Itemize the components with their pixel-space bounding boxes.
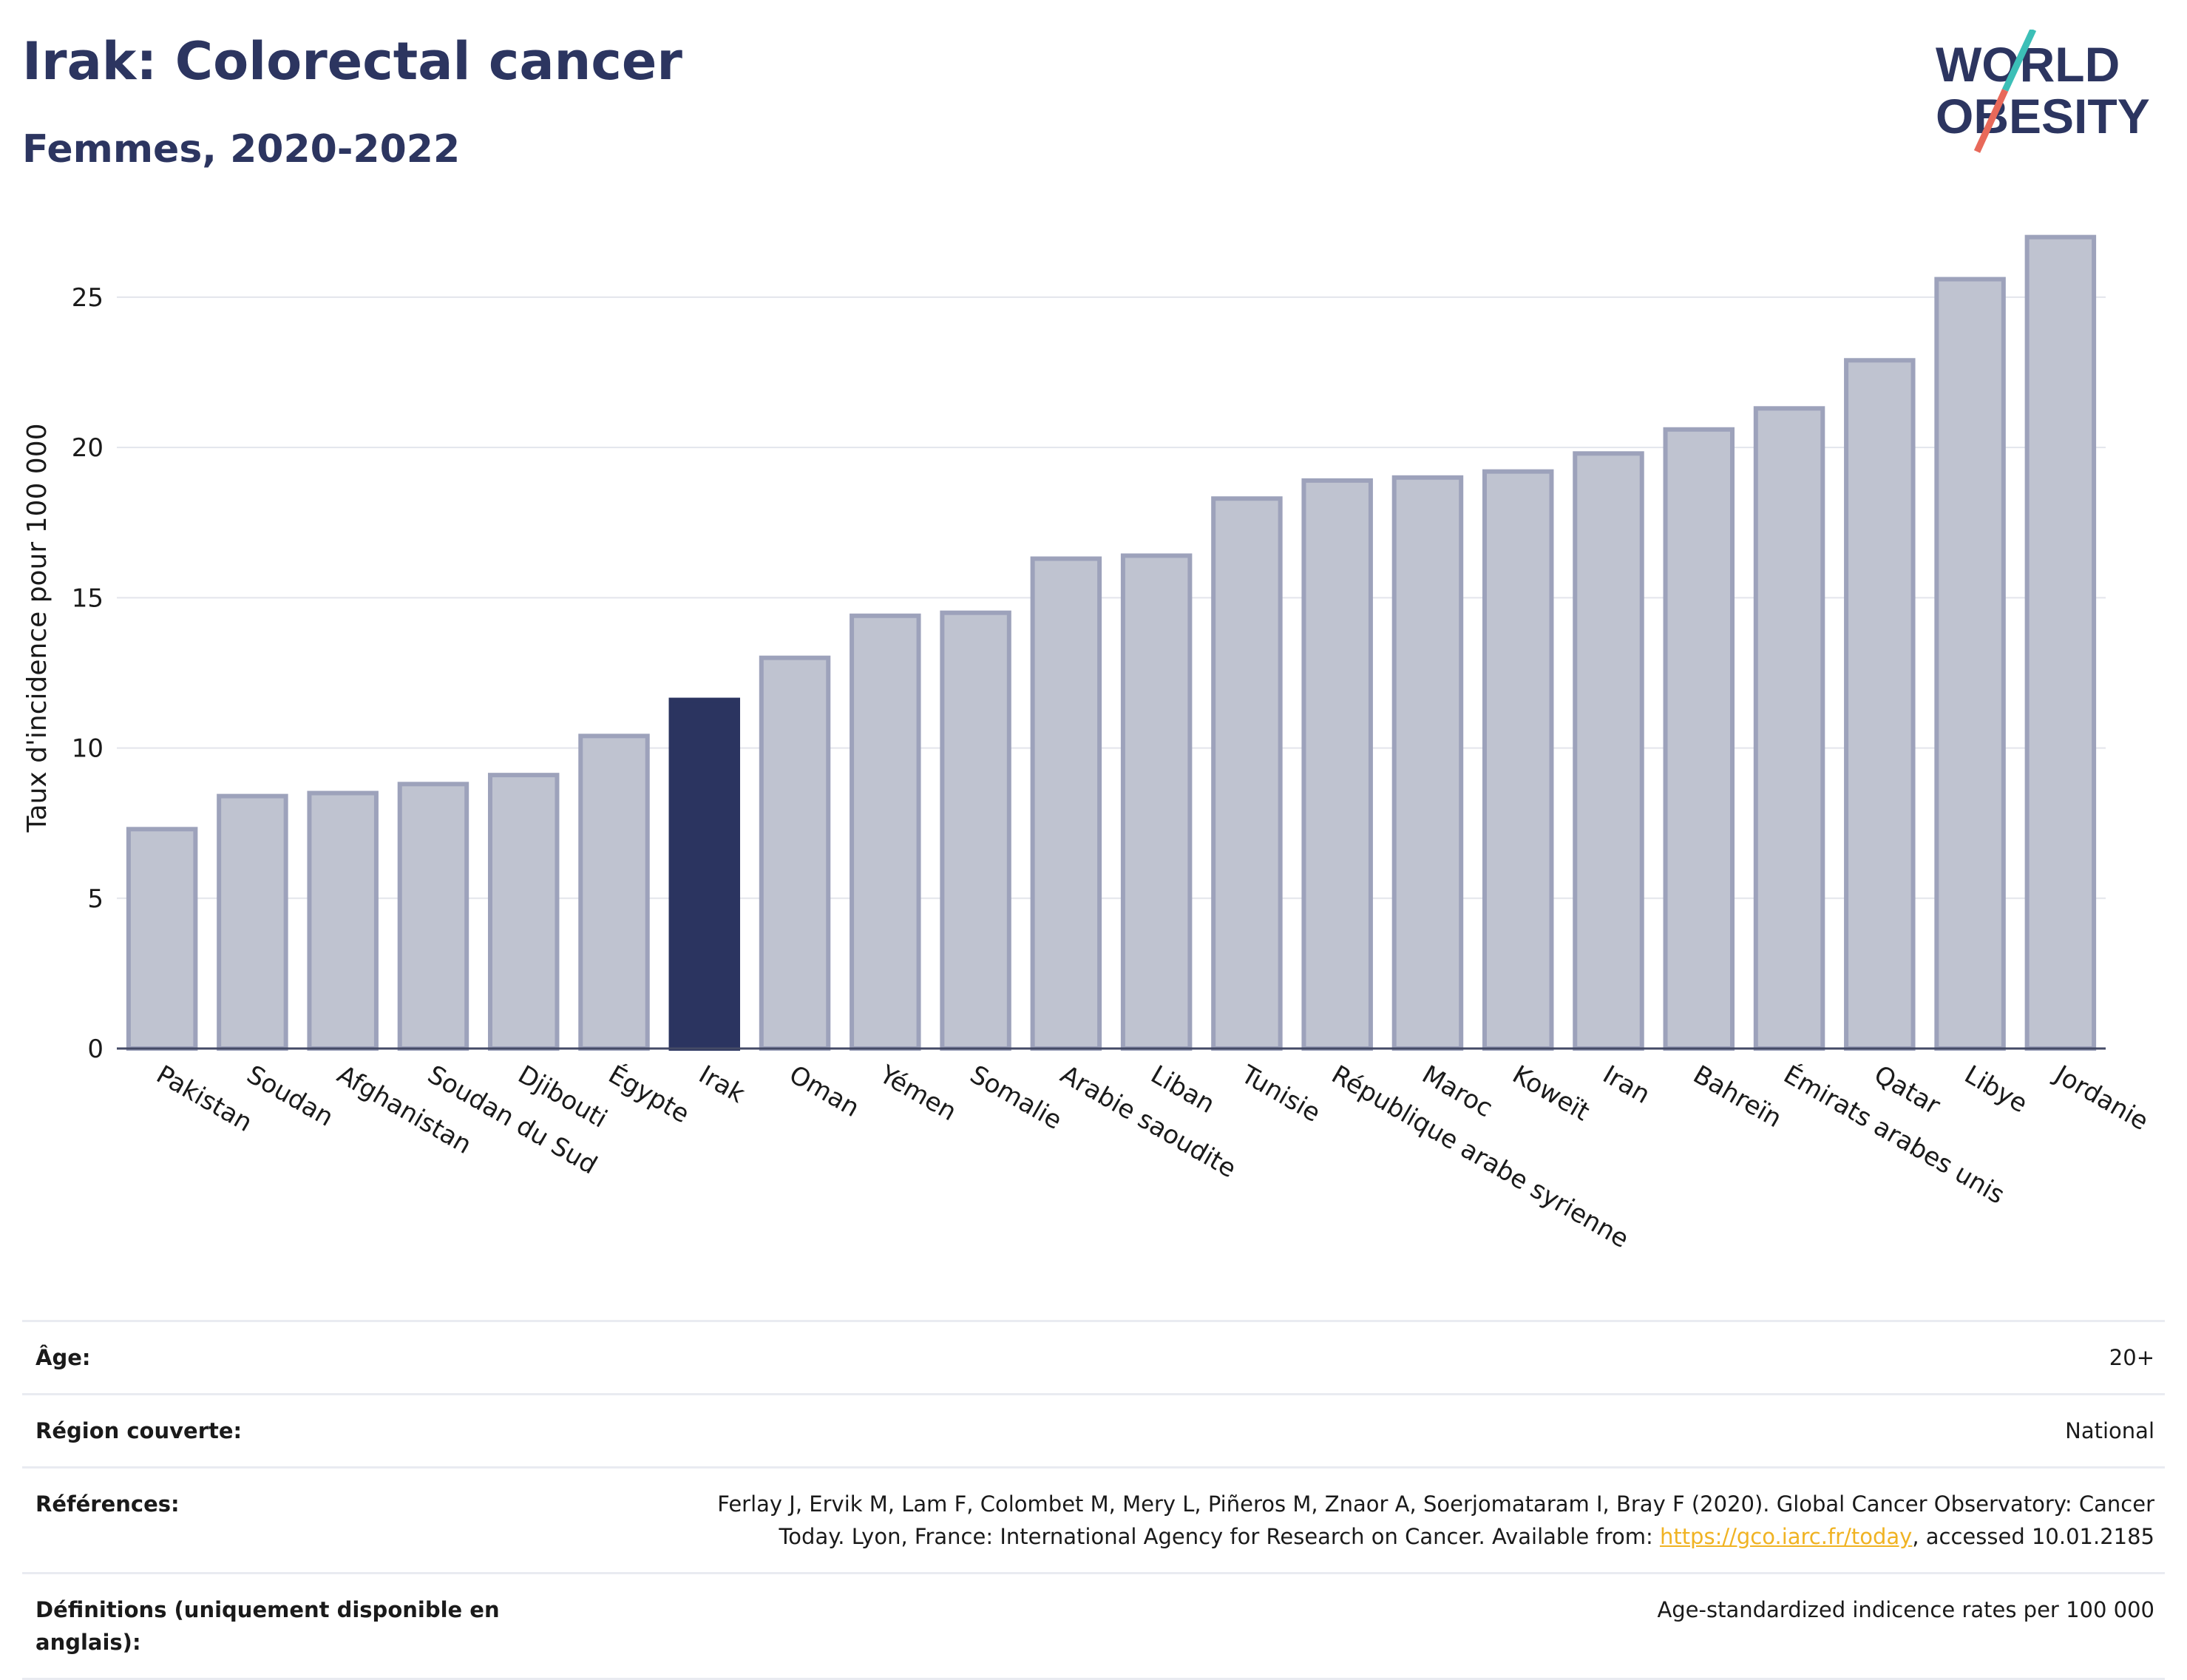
meta-label: Région couverte: <box>22 1393 534 1469</box>
reference-link[interactable]: https://gco.iarc.fr/today <box>1659 1524 1913 1549</box>
y-tick-label: 25 <box>72 283 104 313</box>
x-tick-label: Yémen <box>874 1060 962 1128</box>
x-tick-label: Tunisie <box>1235 1060 1326 1128</box>
bar-libye <box>1934 277 2006 1051</box>
bar-tunisie <box>1211 496 1283 1051</box>
x-tick-label: Iran <box>1598 1060 1655 1110</box>
bar--gypte <box>578 734 650 1051</box>
meta-row-region: Région couverte: National <box>22 1393 2165 1469</box>
x-tick-label: Soudan <box>242 1060 339 1133</box>
x-tick-label: Koweït <box>1508 1060 1595 1127</box>
y-axis-label: Taux d'incidence pour 100 000 <box>22 423 52 833</box>
x-tick-label: Arabie saoudite <box>1055 1060 1241 1184</box>
x-tick-label: Jordanie <box>2049 1059 2154 1137</box>
x-tick-label: Oman <box>784 1060 865 1123</box>
x-tick-label: Égypte <box>603 1059 695 1129</box>
meta-row-age: Âge: 20+ <box>22 1320 2165 1395</box>
y-tick-label: 15 <box>72 583 104 613</box>
bar-chart: 0 5 10 15 20 25 PakistanSoudanAfghanistanSoud… <box>22 234 2154 1254</box>
bar-somalie <box>940 610 1011 1051</box>
bar-r-publique-arabe-syrienne <box>1301 478 1373 1051</box>
meta-label: Références: <box>22 1466 534 1574</box>
meta-value: National <box>534 1393 2165 1469</box>
meta-value: Age-standardized indicence rates per 100… <box>534 1572 2165 1680</box>
bar-djibouti <box>487 773 560 1051</box>
x-tick-label: Somalie <box>965 1060 1067 1136</box>
y-tick-label: 20 <box>72 433 104 463</box>
y-tick-label: 0 <box>87 1034 104 1064</box>
bar-afghanistan <box>307 790 379 1051</box>
meta-value: Ferlay J, Ervik M, Lam F, Colombet M, Me… <box>534 1466 2165 1574</box>
x-tick-label: Bahreïn <box>1688 1060 1786 1134</box>
bar--mirats-arabes-unis <box>1753 406 1825 1051</box>
page-title: Irak: Colorectal cancer <box>22 31 682 92</box>
meta-label: Âge: <box>22 1320 534 1395</box>
world-obesity-logo: WORLD OBESITY <box>1936 30 2150 153</box>
bar-maroc <box>1391 475 1464 1051</box>
reference-line2-suffix: , accessed 10.01.2185 <box>1912 1524 2154 1549</box>
meta-label: Définitions (uniquement disponible en an… <box>22 1572 534 1680</box>
x-tick-label: Pakistan <box>152 1060 257 1138</box>
reference-line1: Ferlay J, Ervik M, Lam F, Colombet M, Me… <box>717 1491 2154 1517</box>
y-tick-labels: 0 5 10 15 20 25 <box>72 283 104 1064</box>
bar-arabie-saoudite <box>1030 556 1102 1051</box>
bar-jordanie <box>2024 234 2097 1051</box>
reference-line2-prefix: Today. Lyon, France: International Agenc… <box>779 1524 1660 1549</box>
bars <box>126 234 2097 1051</box>
meta-value: 20+ <box>534 1320 2165 1395</box>
bar-pakistan <box>126 827 198 1051</box>
logo-slash-teal <box>2001 30 2037 92</box>
y-tick-label: 10 <box>72 734 104 764</box>
bar-liban <box>1120 553 1193 1051</box>
meta-row-definitions: Définitions (uniquement disponible en an… <box>22 1572 2165 1680</box>
bar-qatar <box>1844 358 1916 1051</box>
x-tick-label: Libye <box>1959 1060 2032 1119</box>
bar-soudan <box>217 793 288 1051</box>
bar-iran <box>1573 451 1644 1051</box>
metadata-table: Âge: 20+ Région couverte: National Référ… <box>22 1320 2165 1680</box>
bar-y-men <box>850 613 921 1051</box>
meta-row-references: Références: Ferlay J, Ervik M, Lam F, Co… <box>22 1466 2165 1574</box>
bar-oman <box>759 655 831 1051</box>
x-tick-label: Irak <box>694 1060 750 1109</box>
bar-irak <box>668 697 741 1051</box>
logo-line2: OBESITY <box>1936 89 2150 143</box>
bar-bahre-n <box>1663 427 1735 1051</box>
logo-slash-coral <box>1973 89 2009 153</box>
page-subtitle: Femmes, 2020-2022 <box>22 127 461 172</box>
bar-kowe-t <box>1482 469 1554 1051</box>
bar-soudan-du-sud <box>397 782 469 1051</box>
y-tick-label: 5 <box>87 884 104 914</box>
